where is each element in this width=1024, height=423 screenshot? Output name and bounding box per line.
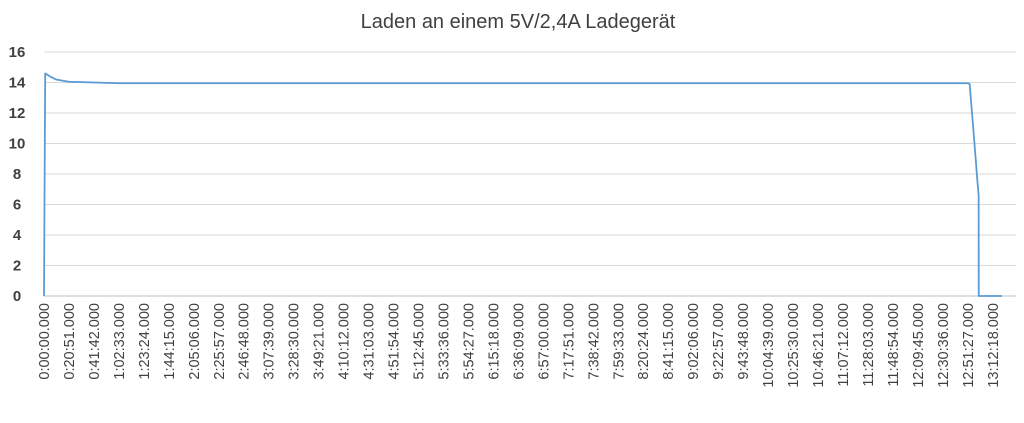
- x-tick-label: 12:09:45.000: [911, 303, 927, 388]
- x-tick-label: 9:02:06.000: [686, 303, 702, 380]
- y-tick-label: 0: [13, 288, 21, 305]
- x-tick-label: 6:15:18.000: [486, 303, 502, 380]
- y-tick-label: 10: [9, 136, 26, 153]
- x-tick-label: 0:00:00.000: [37, 303, 53, 380]
- y-tick-label: 14: [9, 75, 26, 92]
- y-tick-label: 6: [13, 197, 21, 214]
- y-tick-label: 4: [13, 227, 22, 244]
- series-line: [43, 72, 1002, 297]
- x-tick-label: 5:33:36.000: [436, 303, 452, 380]
- x-tick-label: 8:41:15.000: [661, 303, 677, 380]
- x-tick-label: 9:43:48.000: [736, 303, 752, 380]
- x-tick-label: 8:20:24.000: [636, 303, 652, 380]
- x-tick-label: 3:28:30.000: [287, 303, 303, 380]
- gridlines: [44, 51, 1016, 297]
- x-tick-label: 2:46:48.000: [237, 303, 253, 380]
- x-tick-label: 1:23:24.000: [137, 303, 153, 380]
- x-tick-label: 10:04:39.000: [761, 303, 777, 388]
- x-tick-label: 0:20:51.000: [62, 303, 78, 380]
- x-tick-label: 11:07:12.000: [836, 303, 852, 387]
- x-tick-label: 9:22:57.000: [711, 303, 727, 380]
- x-tick-label: 11:28:03.000: [861, 303, 877, 387]
- x-tick-label: 3:49:21.000: [312, 303, 328, 380]
- x-tick-label: 12:30:36.000: [936, 303, 952, 388]
- x-tick-label: 7:38:42.000: [586, 303, 602, 380]
- x-tick-label: 12:51:27.000: [961, 303, 977, 388]
- y-tick-label: 2: [13, 258, 21, 275]
- x-tick-label: 6:36:09.000: [511, 303, 527, 380]
- x-tick-label: 5:12:45.000: [412, 303, 428, 380]
- x-tick-label: 13:12:18.000: [986, 303, 1002, 388]
- y-tick-label: 16: [9, 44, 26, 61]
- x-tick-label: 4:10:12.000: [337, 303, 353, 380]
- x-tick-label: 2:05:06.000: [187, 303, 203, 380]
- x-tick-label: 3:07:39.000: [262, 303, 278, 380]
- x-tick-label: 4:31:03.000: [362, 303, 378, 380]
- chart-title: Laden an einem 5V/2,4A Ladegerät: [361, 11, 676, 33]
- y-axis: 0 2 4 6 8 10 12 14 16: [9, 44, 26, 305]
- x-tick-label: 0:41:42.000: [87, 303, 103, 380]
- y-tick-label: 8: [13, 166, 21, 183]
- x-tick-label: 11:48:54.000: [886, 303, 902, 387]
- x-tick-label: 4:51:54.000: [387, 303, 403, 380]
- x-tick-label: 5:54:27.000: [461, 303, 477, 380]
- series-layer: [43, 72, 1002, 297]
- x-axis: 0:00:00.000 0:20:51.000 0:41:42.000 1:02:33…: [37, 303, 1002, 388]
- x-tick-label: 10:25:30.000: [786, 303, 802, 388]
- x-tick-label: 7:59:33.000: [611, 303, 627, 380]
- x-tick-label: 1:02:33.000: [112, 303, 128, 380]
- x-tick-label: 1:44:15.000: [162, 303, 178, 380]
- x-tick-label: 2:25:57.000: [212, 303, 228, 380]
- x-tick-label: 10:46:21.000: [811, 303, 827, 388]
- y-tick-label: 12: [9, 105, 26, 122]
- x-tick-label: 7:17:51.000: [561, 303, 577, 380]
- x-tick-label: 6:57:00.000: [536, 303, 552, 380]
